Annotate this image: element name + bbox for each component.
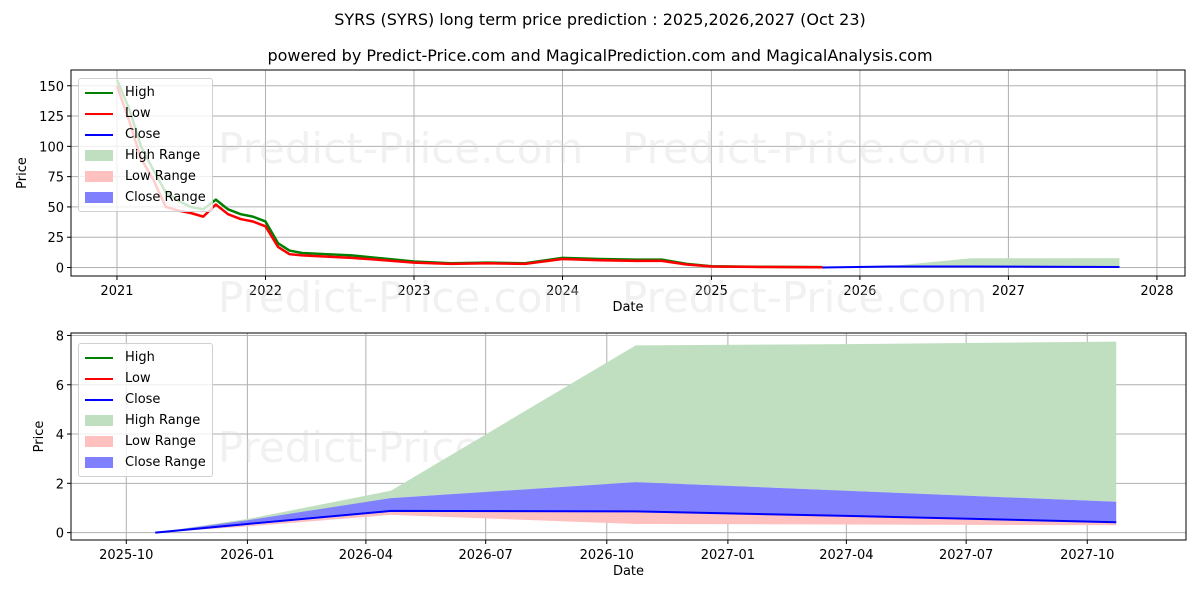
legend-label: High Range (125, 148, 201, 163)
legend-label: Close Range (125, 455, 206, 470)
close-line (822, 265, 1120, 269)
legend-label: Low (125, 371, 151, 386)
x-tick-label: 2026-01 (220, 548, 274, 563)
x-tick-label: 2026-04 (339, 548, 393, 563)
y-tick-label: 125 (39, 110, 64, 125)
legend-label: Low Range (125, 434, 196, 449)
legend-line-icon (85, 112, 113, 115)
legend-item-high-range: High Range (85, 410, 206, 431)
x-tick-label: 2027-10 (1060, 548, 1114, 563)
legend-patch-icon (85, 192, 113, 203)
x-tick-label: 2021 (100, 284, 133, 299)
y-tick-label: 2 (56, 477, 64, 492)
y-tick-label: 0 (56, 262, 64, 277)
y-axis-label: Price (15, 157, 30, 189)
y-tick-label: 0 (56, 527, 64, 542)
legend-patch-icon (85, 457, 113, 468)
legend-label: High (125, 350, 155, 365)
legend-item-low: Low (85, 368, 206, 389)
y-tick-label: 150 (39, 80, 64, 95)
bottom-chart: 2025-10 2026-01 2026-04 2026-07 2026-10 2027-… (32, 329, 1187, 579)
legend-line-icon (85, 133, 113, 136)
x-axis-label: Date (613, 564, 644, 579)
x-tick-label: 2027 (992, 284, 1025, 299)
x-tick-label: 2027-04 (819, 548, 873, 563)
high-line (115, 79, 823, 269)
legend-bottom: High Low Close High Range Low Range Close Ran… (78, 343, 213, 477)
legend-label: High Range (125, 413, 201, 428)
legend-top: High Low Close High Range Low Range Close Ran… (78, 78, 213, 212)
y-tick-label: 100 (39, 140, 64, 155)
legend-patch-icon (85, 150, 113, 161)
legend-patch-icon (85, 436, 113, 447)
x-tick-label: 2027-01 (701, 548, 755, 563)
legend-item-low-range: Low Range (85, 431, 206, 452)
close-line (155, 509, 1117, 534)
legend-line-icon (85, 398, 113, 401)
x-tick-label: 2023 (397, 284, 430, 299)
watermark-text: Predict-Price.com (622, 124, 987, 173)
x-tick-label: 2027-07 (939, 548, 993, 563)
watermark-text: Predict-Price.com (622, 273, 987, 322)
x-tick-label: 2022 (249, 284, 282, 299)
x-tick-label: 2024 (546, 284, 579, 299)
legend-item-close-range: Close Range (85, 452, 206, 473)
x-tick-label: 2026 (843, 284, 876, 299)
x-tick-label: 2028 (1140, 284, 1173, 299)
legend-item-high: High (85, 347, 206, 368)
legend-item-close: Close (85, 124, 206, 145)
close-range-area (155, 482, 1117, 533)
high-range-area (155, 341, 1117, 533)
legend-item-high-range: High Range (85, 145, 206, 166)
y-axis-label: Price (32, 421, 47, 453)
x-tick-label: 2026-07 (459, 548, 513, 563)
legend-item-high: High (85, 82, 206, 103)
y-tick-label: 25 (47, 231, 64, 246)
y-tick-label: 8 (56, 329, 64, 344)
legend-patch-icon (85, 171, 113, 182)
legend-patch-icon (85, 415, 113, 426)
x-axis-label: Date (612, 300, 643, 315)
legend-line-icon (85, 91, 113, 94)
y-tick-label: 4 (56, 428, 64, 443)
legend-item-close-range: Close Range (85, 187, 206, 208)
x-tick-label: 2025-10 (99, 548, 153, 563)
chart-subtitle: powered by Predict-Price.com and Magical… (267, 46, 933, 65)
chart-title: SYRS (SYRS) long term price prediction :… (334, 10, 866, 29)
legend-line-icon (85, 377, 113, 380)
legend-label: Low Range (125, 169, 196, 184)
legend-label: Close (125, 127, 161, 142)
legend-label: Close Range (125, 190, 206, 205)
legend-label: High (125, 85, 155, 100)
watermark-text: Predict-Price.com (218, 273, 583, 322)
legend-label: Low (125, 106, 151, 121)
legend-line-icon (85, 356, 113, 359)
x-tick-label: 2025 (695, 284, 728, 299)
y-tick-label: 50 (47, 201, 64, 216)
legend-item-close: Close (85, 389, 206, 410)
y-tick-label: 75 (47, 171, 64, 186)
legend-item-low: Low (85, 103, 206, 124)
x-tick-label: 2026-10 (580, 548, 634, 563)
y-tick-label: 6 (56, 379, 64, 394)
watermark-text: Predict-Price.com (218, 124, 583, 173)
legend-item-low-range: Low Range (85, 166, 206, 187)
legend-label: Close (125, 392, 161, 407)
high-range-area (822, 258, 1120, 268)
